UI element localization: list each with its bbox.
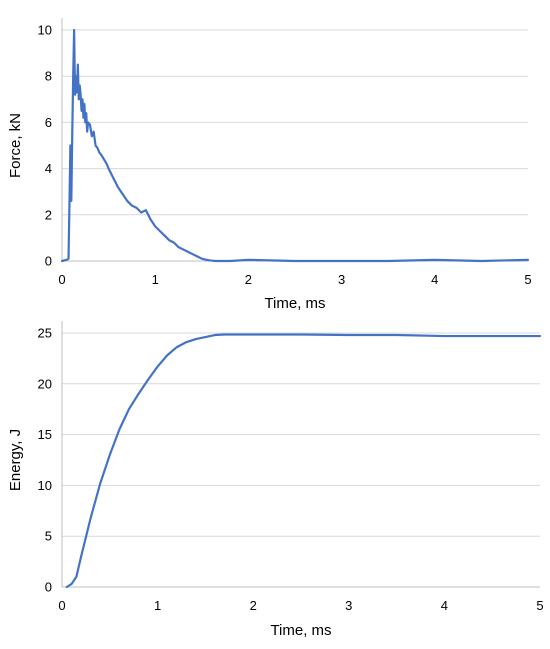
- force-y-tick-label: 6: [45, 115, 52, 130]
- force-x-tick-label: 3: [338, 272, 345, 287]
- force-x-axis-title: Time, ms: [264, 295, 325, 312]
- energy-x-axis-title: Time, ms: [270, 622, 331, 639]
- energy-x-tick-label: 2: [250, 598, 257, 613]
- energy-x-tick-label: 5: [536, 598, 543, 613]
- force-x-tick-label: 5: [524, 272, 531, 287]
- energy-x-tick-label: 3: [345, 598, 352, 613]
- energy-y-tick-label: 20: [38, 376, 52, 391]
- force-y-tick-label: 8: [45, 69, 52, 84]
- force-x-tick-label: 1: [152, 272, 159, 287]
- force-y-tick-label: 4: [45, 161, 52, 176]
- energy-y-tick-label: 10: [38, 478, 52, 493]
- force-x-tick-label: 0: [58, 272, 65, 287]
- force-y-axis-title: Force, kN: [7, 113, 24, 178]
- force-y-tick-label: 2: [45, 207, 52, 222]
- energy-y-tick-label: 5: [45, 529, 52, 544]
- energy-series-line: [65, 333, 542, 589]
- force-series-line: [60, 28, 530, 263]
- energy-x-tick-label: 4: [441, 598, 448, 613]
- force-x-tick-label: 2: [245, 272, 252, 287]
- energy-y-tick-label: 0: [45, 580, 52, 595]
- energy-x-tick-label: 1: [154, 598, 161, 613]
- energy-y-axis-title: Energy, J: [7, 429, 24, 491]
- force-y-tick-label: 10: [38, 23, 52, 38]
- energy-chart: 0 5 10 15 20 25 0 1 2 3 4 5 Time, ms Energy, J: [7, 321, 544, 639]
- energy-y-tick-label: 15: [38, 427, 52, 442]
- energy-y-tick-label: 25: [38, 326, 52, 341]
- force-chart: 0 2 4 6 8 10 0 1 2 3 4 5 Time, ms Force, kN: [7, 18, 532, 312]
- force-x-tick-label: 4: [431, 272, 438, 287]
- force-y-tick-label: 0: [45, 254, 52, 269]
- energy-x-tick-label: 0: [58, 598, 65, 613]
